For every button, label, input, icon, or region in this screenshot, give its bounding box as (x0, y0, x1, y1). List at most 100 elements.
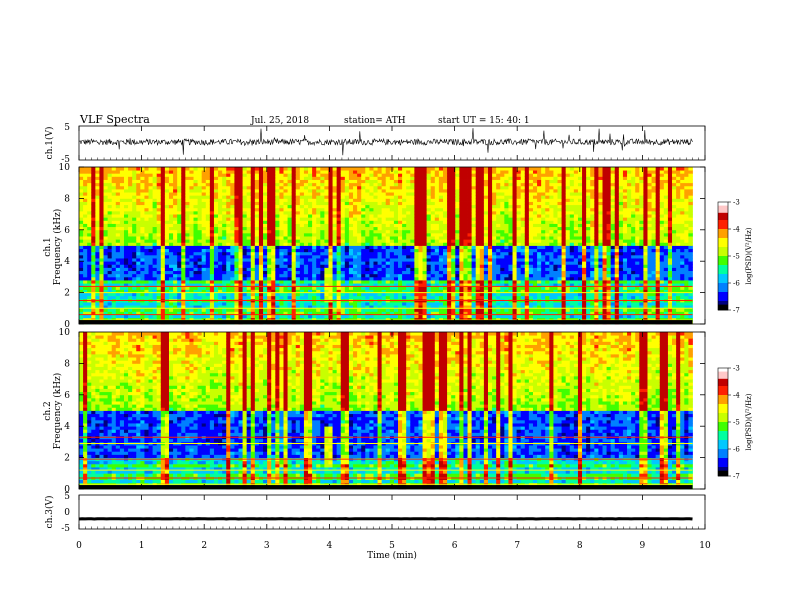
spec1-cell (254, 245, 260, 250)
spec1-cell (234, 305, 239, 309)
spec1-cell (234, 207, 239, 212)
spec1-cell (393, 170, 399, 174)
spec1-cell (242, 214, 248, 218)
spec1-cell (369, 201, 374, 206)
spec1-cell (475, 276, 481, 281)
spec1-cell (246, 176, 252, 180)
spec1-cell (95, 308, 100, 312)
spec1-cell (87, 270, 92, 275)
spec1-cell (426, 283, 432, 287)
spec1-cell (140, 276, 145, 281)
spec1-cell (410, 198, 415, 202)
spec1-cell (222, 232, 227, 237)
spec1-cell (422, 232, 428, 237)
spec1-cell (164, 217, 170, 221)
spec1-cell (377, 195, 383, 199)
spec1-cell (128, 176, 133, 180)
spec1-cell (254, 176, 260, 180)
spec1-cell (295, 188, 301, 193)
spec1-cell (136, 229, 141, 234)
spec1-cell (222, 305, 227, 309)
spec1-cell (103, 280, 109, 284)
spec1-cell (455, 286, 460, 290)
spec1-cell (369, 179, 374, 184)
spec1-cell (128, 295, 133, 300)
spec1-cell (91, 270, 96, 275)
spec1-cell (197, 308, 203, 312)
spec1-cell (402, 214, 407, 218)
spec1-cell (246, 317, 252, 322)
spec1-cell (218, 182, 223, 187)
spec1-cell (99, 210, 104, 215)
spec1-cell (410, 220, 415, 224)
spec1-cell (369, 226, 374, 231)
spec1-cell (438, 207, 444, 212)
spec1-cell (467, 217, 473, 221)
spec1-cell (365, 245, 370, 250)
spec1-cell (443, 223, 448, 228)
spec1-cell (164, 195, 170, 199)
spec1-cell (123, 220, 129, 224)
spec1-cell (267, 276, 272, 281)
spec1-cell (173, 267, 178, 272)
spec1-cell (111, 276, 117, 281)
spec1-cell (398, 170, 403, 174)
spec1-cell (242, 167, 248, 171)
spec1-cell (340, 305, 346, 309)
spec1-cell (295, 210, 301, 215)
spec1-cell (95, 242, 100, 246)
spec1-cell (303, 311, 309, 315)
spec1-cell (209, 308, 215, 312)
spec1-cell (443, 248, 448, 253)
spec1-cell (393, 198, 399, 202)
spec1-cell (91, 170, 96, 174)
spec1-cell (451, 302, 456, 306)
spec1-cell (275, 229, 280, 234)
spec1-cell (299, 226, 305, 231)
spec1-cell (340, 210, 346, 215)
spec1-cell (136, 261, 141, 265)
spec1-cell (438, 204, 444, 209)
spec1-cell (398, 295, 403, 300)
spec1-cell (434, 229, 440, 234)
spec1-cell (185, 311, 190, 315)
spec1-cell (111, 254, 117, 259)
spec1-cell (152, 305, 158, 309)
spec1-cell (447, 188, 452, 193)
spec1-cell (324, 261, 329, 265)
spec1-cell (148, 239, 154, 243)
spec1-cell (328, 286, 333, 290)
spec1-cell (238, 214, 243, 218)
spec1-cell (209, 201, 215, 206)
spec1-cell (218, 308, 223, 312)
spec1-cell (201, 220, 207, 224)
spec1-cell (209, 270, 215, 275)
spec1-cell (250, 198, 256, 202)
spec1-cell (95, 201, 100, 206)
spec1-cell (369, 236, 374, 240)
spec1-cell (434, 245, 440, 250)
spec1-cell (357, 239, 362, 243)
spec1-cell (426, 201, 432, 206)
spec1-cell (410, 185, 415, 190)
spec1-cell (316, 305, 321, 309)
spec1-cell (79, 254, 84, 259)
spec1-cell (455, 223, 460, 228)
spec1-cell (173, 170, 178, 174)
spec1-cell (316, 308, 321, 312)
spec1-cell (418, 280, 423, 284)
spec1-cell (377, 311, 383, 315)
spec1-cell (344, 185, 350, 190)
spec1-cell (475, 214, 481, 218)
spec1-cell (324, 182, 329, 187)
spec1-cell (193, 179, 199, 184)
spec1-cell (189, 308, 194, 312)
spec1-cell (87, 251, 92, 256)
spec1-cell (144, 223, 149, 228)
spec1-cell (148, 302, 154, 306)
spec1-cell (83, 204, 88, 209)
spec1-cell (246, 305, 252, 309)
spec1-cell (197, 220, 203, 224)
spec1-cell (353, 311, 358, 315)
spec1-cell (201, 254, 207, 259)
